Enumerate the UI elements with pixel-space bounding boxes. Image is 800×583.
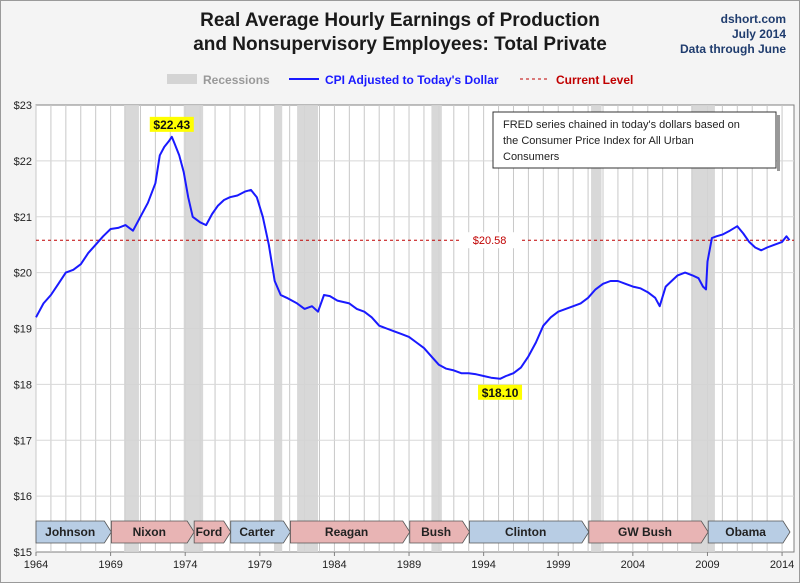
recession-band [591, 105, 602, 552]
x-tick-label: 2014 [770, 559, 794, 571]
recession-band [691, 105, 715, 552]
president-label: Clinton [505, 525, 546, 539]
president-band [35, 520, 112, 544]
recession-bands [124, 105, 715, 552]
x-tick-label: 1969 [98, 559, 122, 571]
note-line2: the Consumer Price Index for All Urban [503, 135, 694, 147]
legend: Recessions CPI Adjusted to Today's Dolla… [167, 73, 633, 87]
source-label: dshort.com [720, 12, 786, 26]
y-tick-label: $21 [14, 212, 32, 224]
president-label: Bush [421, 525, 451, 539]
president-label: Reagan [325, 525, 368, 539]
president-band [110, 520, 195, 544]
series-line [35, 135, 791, 380]
plot-area: $20.58 Johnson Nixon Ford Carter Reagan Bush C… [14, 100, 795, 571]
y-tick-label: $22 [14, 156, 32, 168]
x-tick-label: 1984 [322, 559, 346, 571]
legend-recession-swatch [167, 74, 197, 84]
president-label: GW Bush [618, 525, 672, 539]
x-tick-label: 1989 [397, 559, 421, 571]
y-tick-label: $19 [14, 324, 32, 336]
y-tick-label: $16 [14, 491, 32, 503]
annotation-callout-label: $18.10 [482, 386, 519, 400]
recession-band [124, 105, 139, 552]
annotation-callout-bg [149, 116, 194, 132]
date-label: July 2014 [731, 27, 786, 41]
recession-band [297, 105, 319, 552]
current-level-label: $20.58 [473, 235, 507, 247]
president-band [193, 520, 232, 544]
x-tick-label: 1974 [173, 559, 197, 571]
note-box-frame [492, 111, 777, 169]
note-line3: Consumers [503, 151, 560, 163]
president-band [588, 520, 709, 544]
chart-title-line2: and Nonsupervisory Employees: Total Priv… [193, 34, 607, 55]
chart-title-line1: Real Average Hourly Earnings of Producti… [200, 10, 600, 31]
y-tick-label: $18 [14, 379, 32, 391]
president-label: Obama [725, 525, 766, 539]
annotation-callout-bg [478, 384, 523, 400]
president-label: Carter [239, 525, 275, 539]
note-box-shadow [777, 115, 780, 171]
president-band [409, 520, 470, 544]
data-through-label: Data through June [679, 42, 786, 56]
x-tick-label: 2004 [621, 559, 645, 571]
grid-lines [35, 105, 794, 552]
president-band [290, 520, 411, 544]
note-line1: FRED series chained in today's dollars b… [503, 119, 740, 131]
annotation-callout-label: $22.43 [153, 118, 190, 132]
x-tick-label: 1994 [471, 559, 495, 571]
legend-current-label: Current Level [556, 73, 633, 87]
recession-band [431, 105, 442, 552]
x-tick-label: 2009 [695, 559, 719, 571]
y-tick-label: $23 [14, 100, 32, 112]
note-box: FRED series chained in today's dollars b… [492, 111, 780, 171]
y-tick-label: $15 [14, 547, 32, 559]
president-label: Ford [196, 525, 223, 539]
president-label: Nixon [133, 525, 166, 539]
president-label: Johnson [45, 525, 95, 539]
president-band [469, 520, 590, 544]
current-level-line-group: $20.58 [36, 232, 794, 249]
x-tick-label: 1999 [546, 559, 570, 571]
president-band [707, 520, 791, 544]
president-band [230, 520, 291, 544]
x-tick-label: 1964 [24, 559, 48, 571]
y-tick-label: $20 [14, 268, 32, 280]
y-tick-label: $17 [14, 435, 32, 447]
current-level-label-bg [459, 232, 520, 249]
legend-recessions-label: Recessions [203, 73, 270, 87]
x-tick-label: 1979 [248, 559, 272, 571]
presidents-bar: Johnson Nixon Ford Carter Reagan Bush Clinton G… [35, 520, 791, 544]
series-group [35, 135, 791, 380]
recession-band [274, 105, 283, 552]
annotations: $22.43 $18.10 [149, 116, 523, 400]
axes: $15 $16 $17 $18 $19 $20 $21 $22 $23 1964 1969 1974 1… [14, 100, 795, 571]
legend-series-label: CPI Adjusted to Today's Dollar [325, 73, 499, 87]
recession-band [183, 105, 204, 552]
